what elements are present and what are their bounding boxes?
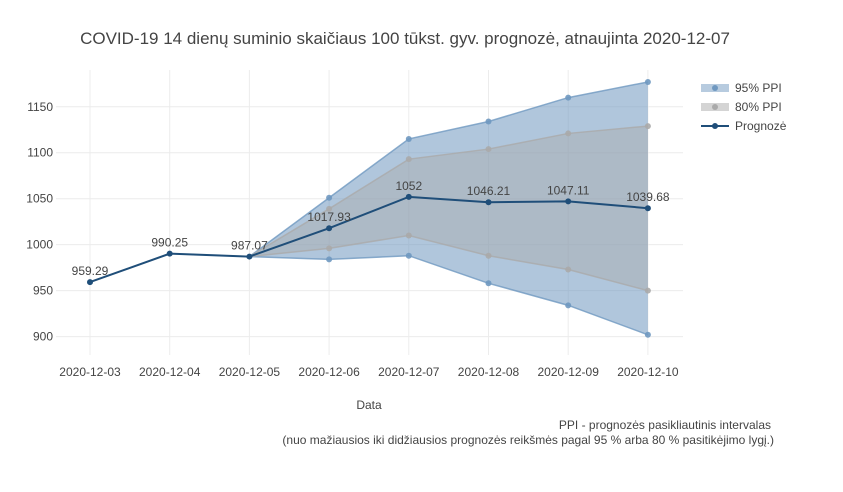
band-upper-point[interactable] [485, 118, 492, 125]
band-upper-point[interactable] [565, 94, 572, 101]
legend-item[interactable]: Prognozė [701, 119, 787, 133]
forecast-point[interactable] [405, 193, 412, 200]
band-upper-point[interactable] [405, 135, 412, 142]
x-tick-label: 2020-12-08 [458, 365, 520, 379]
x-tick-label: 2020-12-06 [298, 365, 360, 379]
forecast-point[interactable] [644, 205, 651, 212]
note-line-1: PPI - prognozės pasikliautinis intervala… [559, 418, 771, 432]
band-lower-line [249, 254, 649, 336]
data-label: 1039.68 [626, 190, 670, 204]
x-tick-label: 2020-12-05 [219, 365, 281, 379]
band-lower-point[interactable] [405, 252, 412, 259]
y-tick-label: 1000 [26, 238, 53, 252]
chart-title: COVID-19 14 dienų suminio skaičiaus 100 … [80, 29, 730, 48]
y-tick-label: 1150 [27, 100, 53, 114]
band-area-80[interactable] [249, 126, 648, 291]
y-tick-label: 1100 [27, 146, 53, 160]
data-label: 959.29 [72, 264, 109, 278]
forecast-point[interactable] [87, 279, 93, 286]
x-tick-label: 2020-12-03 [59, 365, 121, 379]
band-upper-point[interactable] [644, 78, 651, 85]
band-lower-point[interactable] [485, 280, 492, 287]
data-label: 990.25 [151, 236, 188, 250]
confidence-bands [248, 78, 651, 338]
band-lower-point[interactable] [485, 252, 492, 259]
band-upper-line [249, 125, 648, 258]
x-tick-label: 2020-12-07 [378, 365, 440, 379]
band-lower-point[interactable] [565, 302, 572, 309]
legend-marker [712, 85, 718, 91]
legend-marker [712, 123, 718, 129]
band-area-95[interactable] [249, 81, 648, 335]
data-label: 1052 [395, 179, 422, 193]
forecast-line[interactable] [89, 195, 648, 284]
band-upper-point[interactable] [405, 156, 412, 163]
band-upper-point[interactable] [326, 205, 333, 212]
x-tick-label: 2020-12-04 [139, 365, 201, 379]
band-lower-point[interactable] [405, 232, 412, 239]
band-upper-point[interactable] [644, 123, 651, 130]
forecast-point[interactable] [565, 198, 572, 205]
band-upper-point[interactable] [485, 146, 492, 153]
forecast-point[interactable] [166, 250, 173, 257]
band-upper-point[interactable] [565, 130, 572, 137]
y-tick-label: 900 [33, 330, 53, 344]
note-line-2: (nuo mažiausios iki didžiausios prognozė… [282, 433, 774, 447]
legend-label: 95% PPI [735, 81, 782, 95]
band-lower-point[interactable] [644, 287, 651, 294]
legend-item[interactable]: 95% PPI [701, 81, 782, 95]
forecast-point[interactable] [485, 199, 492, 206]
band-lower-point[interactable] [565, 266, 572, 273]
y-tick-label: 950 [33, 284, 53, 298]
band-lower-point[interactable] [326, 256, 333, 263]
x-axis-title: Data [356, 398, 382, 412]
band-upper-line [248, 81, 649, 258]
legend-marker [712, 104, 718, 110]
legend-label: Prognozė [735, 119, 787, 133]
y-axis-ticks: 900 950 1000 1050 1100 1150 [26, 100, 53, 344]
forecast-line-group [87, 193, 651, 286]
x-axis-ticks: 2020-12-03 2020-12-04 2020-12-05 2020-12-06… [59, 365, 679, 379]
data-label: 1046.21 [467, 184, 511, 198]
x-tick-label: 2020-12-09 [538, 365, 600, 379]
x-tick-label: 2020-12-10 [617, 365, 679, 379]
data-label: 987.07 [231, 239, 268, 253]
band-lower-point[interactable] [644, 331, 651, 338]
data-labels: 959.29 990.25 987.07 1017.93 1052 1046.21 1047… [72, 179, 670, 278]
forecast-point[interactable] [326, 225, 333, 232]
band-upper-point[interactable] [326, 194, 333, 201]
band-lower-line [249, 234, 649, 292]
forecast-point[interactable] [246, 253, 253, 260]
legend-label: 80% PPI [735, 100, 782, 114]
band-lower-point[interactable] [326, 245, 333, 252]
data-label: 1017.93 [307, 210, 351, 224]
legend-item[interactable]: 80% PPI [701, 100, 782, 114]
legend[interactable]: 95% PPI 80% PPI Prognozė [701, 81, 787, 133]
data-label: 1047.11 [547, 183, 590, 197]
y-tick-label: 1050 [26, 192, 53, 206]
